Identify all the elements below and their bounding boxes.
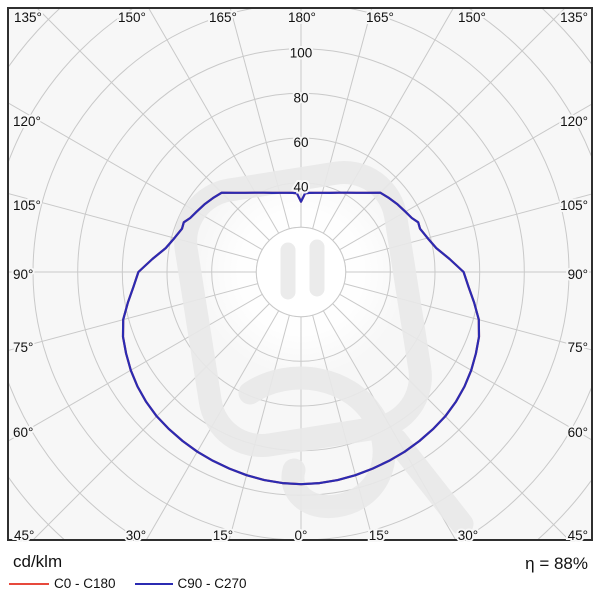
- plot-border: [7, 7, 593, 541]
- angle-label-top: 150°: [458, 10, 486, 25]
- efficiency-label: η = 88%: [525, 554, 588, 573]
- polar-chart: 40 60 80 100 135° 150° 165° 180° 165° 150° 135° 45°…: [7, 7, 593, 545]
- legend-swatch-c0-c180: [9, 582, 49, 585]
- angle-label-top: 165°: [209, 10, 237, 25]
- angle-label-bottom: 45°: [14, 528, 34, 543]
- angle-label-left: 120°: [13, 114, 41, 129]
- angle-label-top: 135°: [560, 10, 588, 25]
- unit-label: cd/klm: [13, 552, 63, 571]
- angle-label-left: 60°: [13, 425, 33, 440]
- angle-label-left: 105°: [13, 198, 41, 213]
- angle-label-right: 90°: [568, 267, 588, 282]
- angle-label-left: 75°: [13, 340, 33, 355]
- angle-label-right: 105°: [560, 198, 588, 213]
- angle-label-left: 90°: [13, 267, 33, 282]
- angle-label-bottom: 0°: [295, 528, 308, 543]
- angle-label-top: 135°: [14, 10, 42, 25]
- legend-label-c90-c270: C90 - C270: [177, 576, 247, 591]
- radial-tick-label: 80: [293, 90, 308, 105]
- legend-swatch-c90-c270: [134, 582, 173, 585]
- legend-label-c0-c180: C0 - C180: [54, 576, 116, 591]
- legend-row: C0 - C180 C90 - C270: [9, 576, 247, 591]
- inner-circle: [255, 226, 347, 318]
- radial-tick-label: 60: [293, 135, 308, 150]
- angle-label-top: 165°: [366, 10, 394, 25]
- watermark-logo: [174, 161, 474, 536]
- angle-label-right: 60°: [568, 425, 588, 440]
- angle-label-bottom: 15°: [369, 528, 389, 543]
- angle-label-top: 150°: [118, 10, 146, 25]
- angle-label-top: 180°: [288, 10, 316, 25]
- radial-tick-label: 40: [293, 180, 308, 195]
- radial-tick-label: 100: [290, 46, 313, 61]
- angle-label-right: 75°: [568, 340, 588, 355]
- angle-label-bottom: 30°: [458, 528, 478, 543]
- angle-label-bottom: 30°: [126, 528, 146, 543]
- intensity-curve-C90-C270: [121, 191, 481, 486]
- angle-label-right: 120°: [560, 114, 588, 129]
- angle-label-bottom: 15°: [213, 528, 233, 543]
- chart-legend: cd/klm η = 88% C0 - C180 C90 - C270: [0, 548, 600, 600]
- angle-label-bottom: 45°: [568, 528, 588, 543]
